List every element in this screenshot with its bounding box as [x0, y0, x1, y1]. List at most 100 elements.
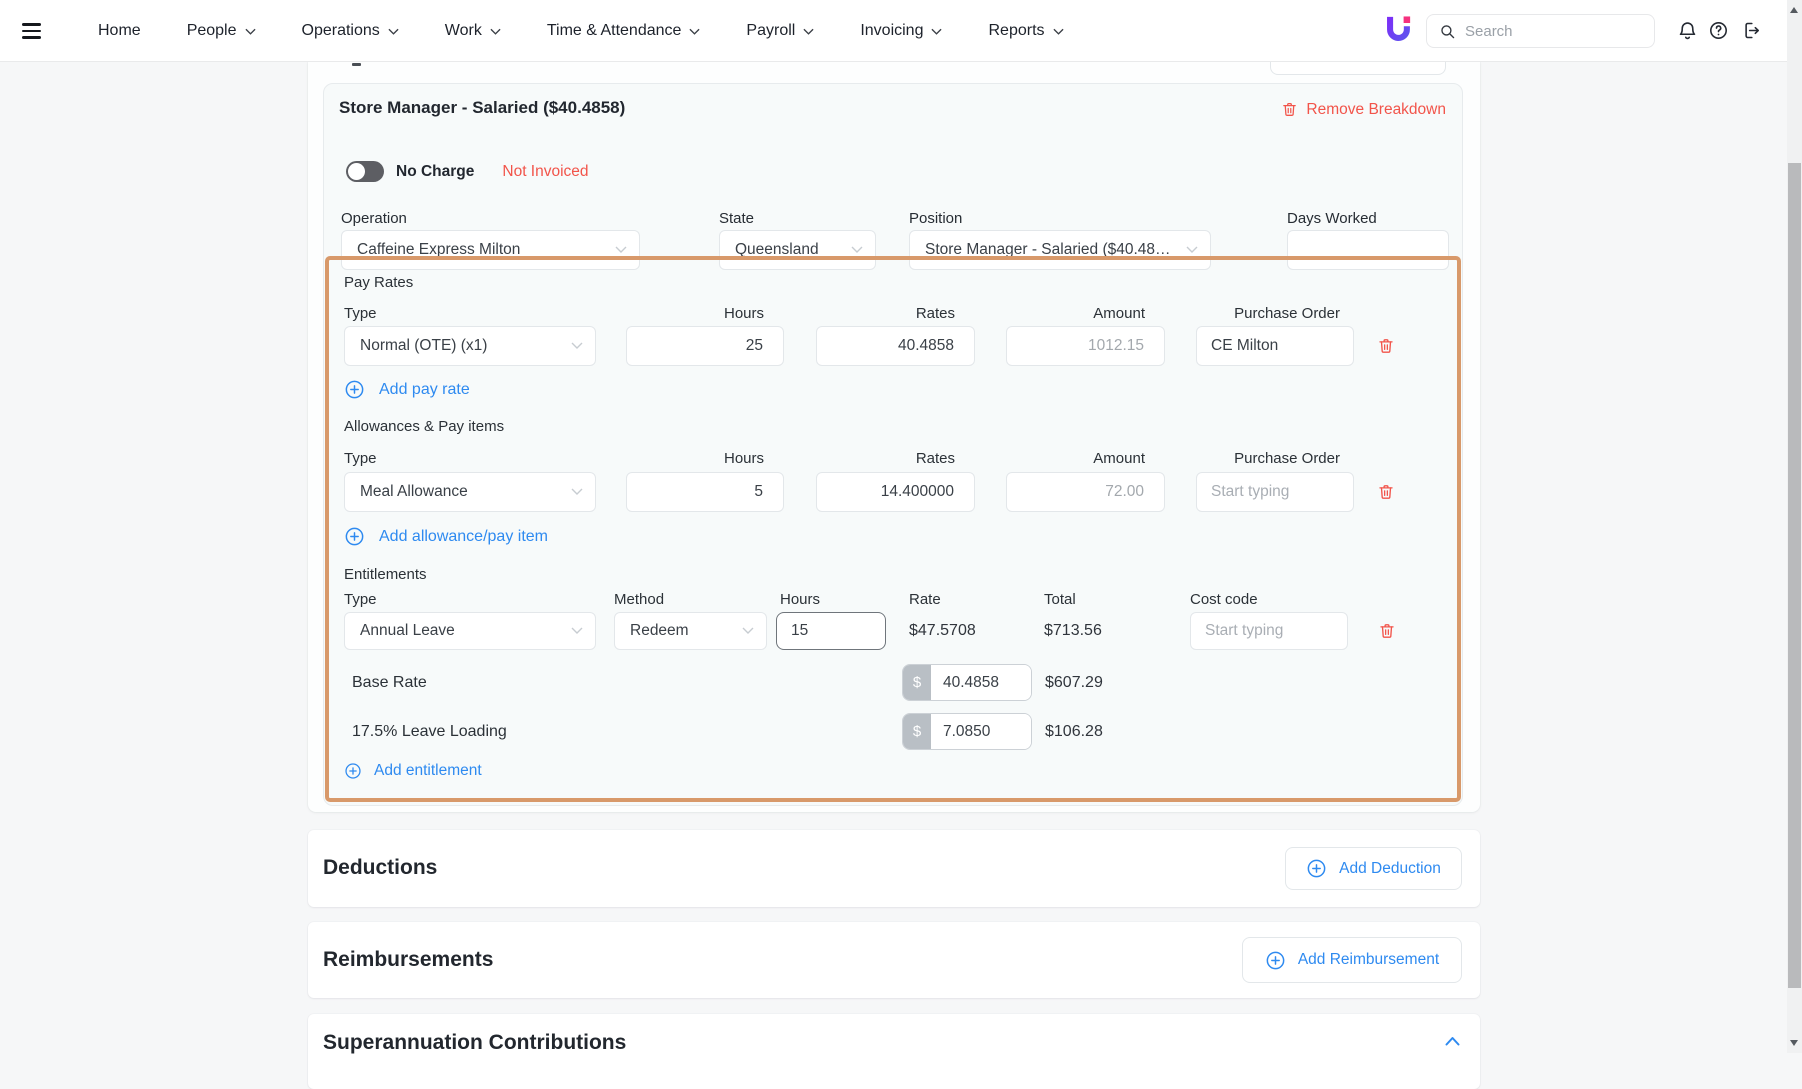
- chevron-down-icon: [931, 28, 943, 35]
- logout-icon[interactable]: [1740, 20, 1761, 41]
- nav-item-reports[interactable]: Reports: [988, 22, 1064, 40]
- pay-rates-highlight-panel: Pay Rates Type Hours Rates Amount Purcha…: [325, 256, 1461, 802]
- help-icon[interactable]: [1708, 20, 1729, 41]
- chevron-down-icon: [742, 627, 754, 634]
- add-allowance-link[interactable]: Add allowance/pay item: [344, 526, 548, 547]
- allowance-type-select[interactable]: Meal Allowance: [344, 472, 596, 512]
- trash-icon: [1283, 102, 1297, 116]
- plus-circle-icon: [345, 763, 361, 779]
- chevron-down-icon: [1052, 28, 1064, 35]
- add-reimbursement-button[interactable]: Add Reimbursement: [1242, 937, 1462, 983]
- entitlement-cost-code-input[interactable]: [1190, 612, 1348, 650]
- add-pay-rate-link[interactable]: Add pay rate: [344, 379, 470, 400]
- allowances-heading: Allowances & Pay items: [344, 418, 505, 435]
- base-rate-total: $607.29: [1045, 674, 1103, 691]
- base-rate-input[interactable]: [931, 665, 1031, 700]
- search-input[interactable]: [1465, 22, 1615, 40]
- chevron-down-icon: [571, 627, 583, 634]
- entitlement-method-select[interactable]: Redeem: [614, 612, 767, 650]
- col-header-type: Type: [344, 305, 377, 322]
- allowance-po-input[interactable]: [1196, 472, 1354, 512]
- nav-item-work[interactable]: Work: [445, 22, 501, 40]
- plus-circle-icon: [345, 380, 364, 399]
- entitlements-heading: Entitlements: [344, 566, 427, 583]
- reimbursements-heading: Reimbursements: [323, 948, 494, 971]
- allowance-amount-input: [1006, 472, 1165, 512]
- no-charge-toggle[interactable]: [346, 161, 384, 182]
- chevron-down-icon: [571, 342, 583, 349]
- allowance-rates-input[interactable]: [816, 472, 975, 512]
- nav-item-invoicing[interactable]: Invoicing: [860, 22, 943, 40]
- nav-item-home[interactable]: Home: [98, 22, 141, 39]
- col-header-purchase-order: Purchase Order: [1234, 305, 1340, 322]
- base-rate-money-input: $: [902, 664, 1032, 701]
- cutoff-text-fragment: [352, 63, 361, 66]
- delete-entitlement-icon[interactable]: [1378, 621, 1396, 641]
- position-select[interactable]: Store Manager - Salaried ($40.48…: [909, 230, 1211, 270]
- cutoff-input-field[interactable]: [1270, 62, 1446, 75]
- add-entitlement-link[interactable]: Add entitlement: [344, 762, 482, 780]
- col-header-type: Type: [344, 450, 377, 467]
- entitlement-type-select[interactable]: Annual Leave: [344, 612, 596, 650]
- plus-circle-icon: [345, 527, 364, 546]
- scroll-down-arrow[interactable]: [1790, 1040, 1798, 1046]
- chevron-down-icon: [803, 28, 814, 35]
- chevron-down-icon: [689, 28, 700, 35]
- add-deduction-button[interactable]: Add Deduction: [1285, 847, 1462, 890]
- col-header-rates: Rates: [915, 305, 955, 322]
- allowance-hours-input[interactable]: [626, 472, 784, 512]
- delete-pay-rate-icon[interactable]: [1377, 336, 1395, 356]
- chevron-up-icon[interactable]: [1445, 1036, 1460, 1046]
- plus-circle-icon: [1266, 951, 1285, 969]
- superannuation-heading: Superannuation Contributions: [323, 1031, 627, 1054]
- pay-rate-rates-input[interactable]: [816, 326, 975, 366]
- nav-item-time-attendance[interactable]: Time & Attendance: [547, 22, 701, 40]
- pay-rate-hours-input[interactable]: [626, 326, 784, 366]
- leave-loading-input[interactable]: [931, 714, 1031, 749]
- scrollbar-thumb[interactable]: [1788, 163, 1801, 988]
- remove-breakdown-button[interactable]: Remove Breakdown: [1281, 100, 1446, 119]
- vertical-scrollbar[interactable]: [1787, 0, 1802, 1053]
- reimbursements-card: Reimbursements Add Reimbursement: [308, 922, 1480, 998]
- scroll-up-arrow[interactable]: [1790, 7, 1798, 13]
- plus-circle-icon: [1307, 859, 1326, 878]
- search-icon: [1441, 24, 1455, 38]
- leave-loading-money-input: $: [902, 713, 1032, 750]
- base-rate-label: Base Rate: [352, 674, 427, 691]
- app-logo[interactable]: [1384, 15, 1412, 45]
- pay-rate-po-input[interactable]: [1196, 326, 1354, 366]
- no-charge-row: No Charge Not Invoiced: [346, 161, 589, 182]
- chevron-down-icon: [851, 246, 863, 253]
- col-header-hours: Hours: [723, 450, 764, 467]
- delete-allowance-icon[interactable]: [1377, 482, 1395, 502]
- days-worked-input[interactable]: [1287, 230, 1449, 270]
- currency-prefix: $: [903, 665, 931, 700]
- nav-item-people[interactable]: People: [187, 22, 256, 40]
- position-label: Position: [909, 210, 963, 227]
- notifications-bell-icon[interactable]: [1677, 20, 1698, 41]
- nav-item-payroll[interactable]: Payroll: [746, 22, 814, 40]
- deductions-heading: Deductions: [323, 856, 438, 879]
- main-menu: Home People Operations Work Time & Atten…: [98, 0, 1064, 62]
- state-select[interactable]: Queensland: [719, 230, 876, 270]
- operation-label: Operation: [341, 210, 407, 227]
- col-header-hours: Hours: [780, 591, 821, 608]
- chevron-down-icon: [490, 28, 501, 35]
- hamburger-menu-icon[interactable]: [22, 23, 41, 39]
- pay-rate-type-select[interactable]: Normal (OTE) (x1): [344, 326, 596, 366]
- entitlement-total-value: $713.56: [1044, 622, 1102, 639]
- entitlement-rate-value: $47.5708: [909, 622, 976, 639]
- col-header-amount: Amount: [1093, 305, 1145, 322]
- col-header-type: Type: [344, 591, 377, 608]
- chevron-down-icon: [1186, 246, 1198, 253]
- breakdown-panel: Store Manager - Salaried ($40.4858) Remo…: [323, 83, 1463, 806]
- col-header-amount: Amount: [1093, 450, 1145, 467]
- nav-item-operations[interactable]: Operations: [302, 22, 399, 40]
- global-search: [1426, 14, 1655, 48]
- col-header-purchase-order: Purchase Order: [1234, 450, 1340, 467]
- entitlement-hours-input[interactable]: [776, 612, 886, 650]
- superannuation-card: Superannuation Contributions: [308, 1014, 1480, 1089]
- currency-prefix: $: [903, 714, 931, 749]
- operation-select[interactable]: Caffeine Express Milton: [341, 230, 640, 270]
- deductions-card: Deductions Add Deduction: [308, 830, 1480, 907]
